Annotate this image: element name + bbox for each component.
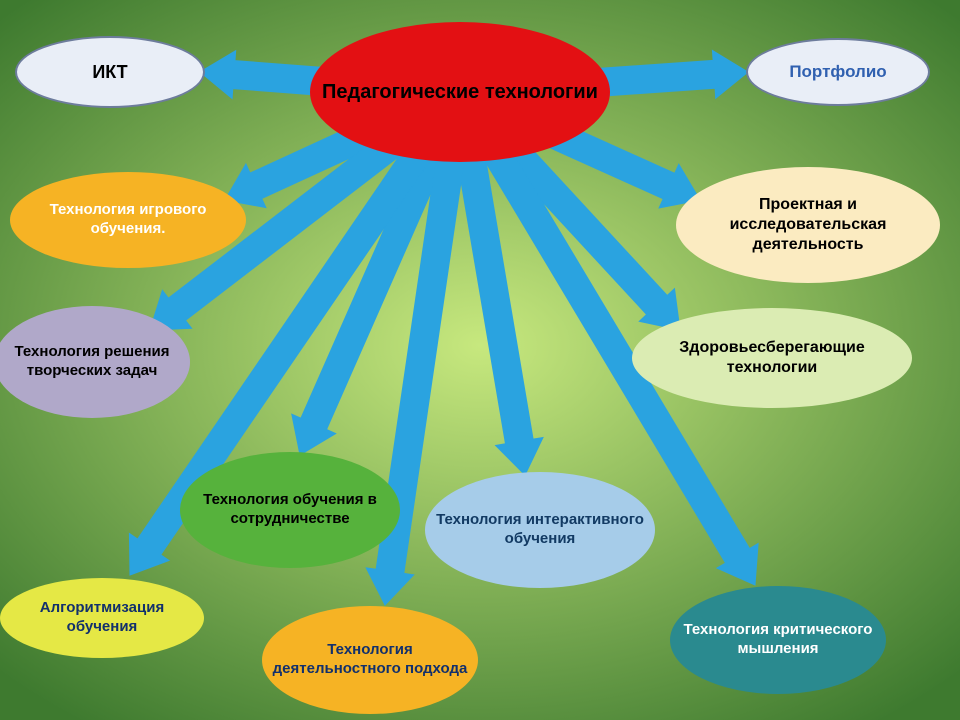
node-portfolio-label: Портфолио: [789, 61, 886, 82]
node-creative-label: Технология решения творческих задач: [4, 343, 180, 381]
node-critical: Технология критического мышления: [670, 586, 886, 694]
node-algo-label: Алгоритмизация обучения: [10, 599, 194, 637]
node-health-label: Здоровьесберегающие технологии: [642, 338, 902, 378]
node-activity: Технология деятельностного подхода: [262, 606, 478, 714]
node-creative: Технология решения творческих задач: [0, 306, 190, 418]
node-algo: Алгоритмизация обучения: [0, 578, 204, 658]
node-project-label: Проектная и исследовательская деятельнос…: [686, 195, 930, 255]
central-node: Педагогические технологии: [310, 22, 610, 162]
node-coop: Технология обучения в сотрудничестве: [180, 452, 400, 568]
node-game: Технология игрового обучения.: [10, 172, 246, 268]
node-portfolio: Портфолио: [746, 38, 930, 106]
node-health: Здоровьесберегающие технологии: [632, 308, 912, 408]
node-coop-label: Технология обучения в сотрудничестве: [190, 491, 390, 529]
node-game-label: Технология игрового обучения.: [20, 201, 236, 239]
diagram-canvas: ИКТ Портфолио Технология игрового обучения…: [0, 0, 960, 720]
node-ikt-label: ИКТ: [92, 61, 127, 84]
node-activity-label: Технология деятельностного подхода: [272, 641, 468, 679]
node-interactive-label: Технология интерактивного обучения: [435, 511, 645, 549]
node-interactive: Технология интерактивного обучения: [425, 472, 655, 588]
node-project: Проектная и исследовательская деятельнос…: [676, 167, 940, 283]
node-critical-label: Технология критического мышления: [680, 621, 876, 659]
node-ikt: ИКТ: [15, 36, 205, 108]
central-label: Педагогические технологии: [322, 80, 598, 105]
